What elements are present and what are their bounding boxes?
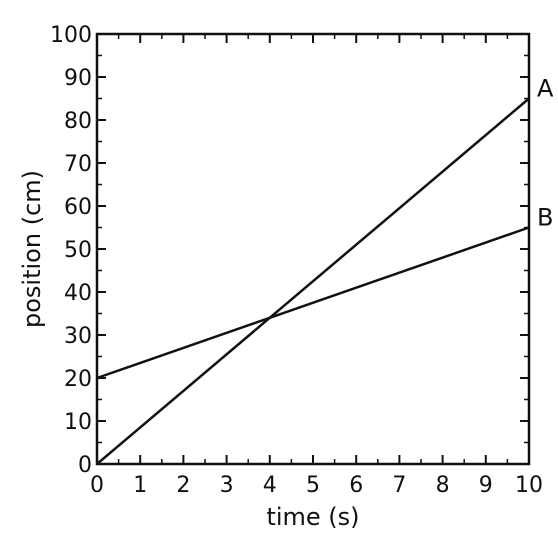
- x-tick-label: 0: [90, 473, 104, 498]
- series-label-b: B: [537, 204, 553, 232]
- y-tick-label: 20: [64, 367, 92, 392]
- y-tick-label: 70: [64, 152, 92, 177]
- x-tick-label: 5: [306, 473, 320, 498]
- y-tick-label: 40: [64, 281, 92, 306]
- y-tick-label: 50: [64, 238, 92, 263]
- x-tick-labels: 0 1 2 3 4 5 6 7 8 9 10: [90, 473, 543, 498]
- x-tick-label: 1: [133, 473, 147, 498]
- y-tick-label: 80: [64, 109, 92, 134]
- series-line-a: [96, 97, 530, 465]
- x-tick-label: 9: [479, 473, 493, 498]
- x-tick-label: 2: [176, 473, 190, 498]
- axis-ticks: [96, 33, 530, 465]
- y-tick-label: 60: [64, 195, 92, 220]
- x-tick-label: 6: [349, 473, 363, 498]
- x-tick-label: 7: [392, 473, 406, 498]
- y-tick-label: 10: [64, 410, 92, 435]
- y-tick-label: 90: [64, 66, 92, 91]
- y-tick-labels: 0 10 20 30 40 50 60 70 80 90 100: [50, 23, 92, 478]
- y-tick-label: 100: [50, 23, 92, 48]
- x-tick-label: 3: [220, 473, 234, 498]
- x-axis-title: time (s): [266, 503, 359, 531]
- x-tick-label: 8: [436, 473, 450, 498]
- y-axis-title: position (cm): [18, 170, 46, 328]
- x-tick-label: 10: [515, 473, 543, 498]
- series-line-b: [96, 226, 530, 380]
- series-labels: AB: [537, 75, 554, 232]
- y-tick-label: 0: [78, 453, 92, 478]
- y-tick-label: 30: [64, 324, 92, 349]
- x-tick-label: 4: [263, 473, 277, 498]
- series-label-a: A: [537, 75, 554, 103]
- series-lines: [96, 97, 530, 465]
